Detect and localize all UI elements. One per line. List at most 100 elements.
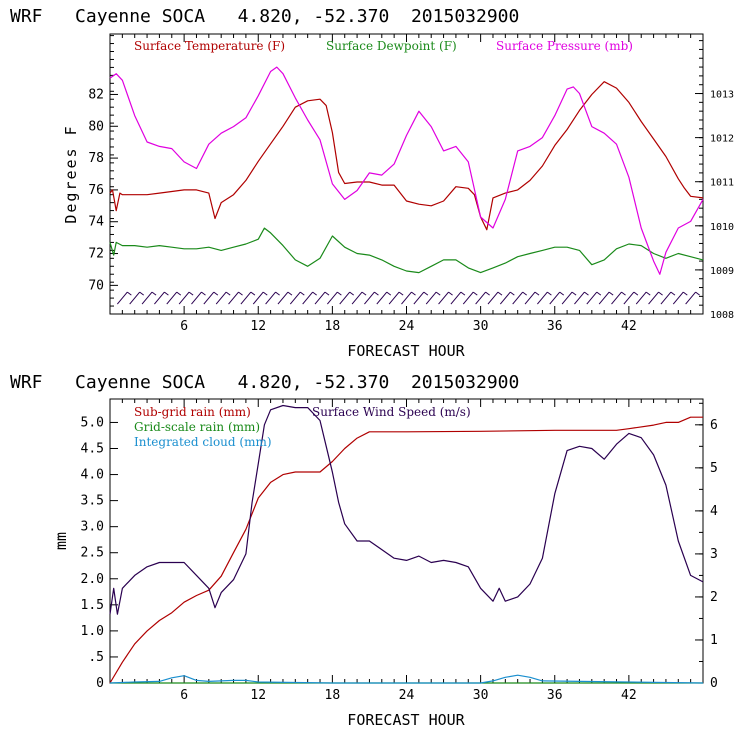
wind-barb-flag xyxy=(497,291,503,296)
bottom-series-group xyxy=(109,404,704,684)
y2-tick-label: 1 xyxy=(710,633,718,648)
legend-surface-dewpoint: Surface Dewpoint (F) xyxy=(326,39,457,53)
wind-barb-flag xyxy=(621,291,626,296)
wind-barb-flag xyxy=(596,291,602,296)
y2-tick-label: 1012 xyxy=(710,134,734,145)
wind-barb xyxy=(191,291,202,305)
wind-barb xyxy=(623,291,635,305)
x-tick-label: 30 xyxy=(473,319,489,334)
wind-barb-flag xyxy=(337,291,342,296)
y-tick-label: 4.0 xyxy=(81,468,104,483)
y-tick-label: 2.5 xyxy=(81,546,104,561)
wind-barb xyxy=(487,291,499,305)
wind-barb-flag xyxy=(151,291,157,296)
top-chart-title: WRF Cayenne SOCA 4.820, -52.370 20150329… xyxy=(10,6,519,27)
wind-barb xyxy=(302,291,314,305)
y2-tick-label: 2 xyxy=(710,590,718,605)
legend-integrated-cloud: Integrated cloud (mm) xyxy=(134,435,272,449)
wind-barb xyxy=(265,291,276,305)
wind-barb-flag xyxy=(559,291,565,296)
x-tick-label: 12 xyxy=(250,688,266,703)
y-tick-label: 80 xyxy=(88,119,104,134)
wind-barb xyxy=(314,291,326,305)
wind-barb xyxy=(364,291,375,305)
wind-barb-flag xyxy=(300,291,305,296)
wind-barb-flag xyxy=(633,291,639,296)
x-tick-label: 18 xyxy=(325,319,341,334)
wind-barb-flag xyxy=(645,291,651,296)
wind-barb-flag xyxy=(127,291,132,296)
y-tick-label: 3.0 xyxy=(81,520,104,535)
wind-barb-flag xyxy=(225,291,231,296)
top-plot-frame xyxy=(109,33,704,315)
wind-barb xyxy=(685,291,697,305)
wind-barb-flag xyxy=(670,291,676,296)
bottom-y-axis-label: mm xyxy=(52,532,70,550)
wind-barb-flag xyxy=(460,291,466,296)
legend-grid-scale-rain: Grid-scale rain (mm) xyxy=(134,420,260,434)
wind-barb xyxy=(277,291,289,305)
wind-barb-flag xyxy=(398,291,404,296)
wind-barb xyxy=(252,291,264,305)
wind-barb xyxy=(537,291,548,305)
wind-barbs xyxy=(116,291,700,305)
wind-barb-flag xyxy=(522,291,527,296)
wind-barb-flag xyxy=(201,291,206,296)
bottom-chart-title: WRF Cayenne SOCA 4.820, -52.370 20150329… xyxy=(10,372,519,393)
x-tick-label: 36 xyxy=(547,319,563,334)
y2-tick-label: 1013 xyxy=(710,90,734,101)
wind-barb xyxy=(388,291,400,305)
y-tick-label: 3.5 xyxy=(81,494,104,509)
surface-wind-speed-line xyxy=(109,404,704,615)
wind-barb-flag xyxy=(361,291,367,296)
bottom-x-axis-label: FORECAST HOUR xyxy=(347,711,465,729)
x-tick-label: 6 xyxy=(180,688,188,703)
wind-barb-flag xyxy=(213,291,219,296)
wind-barb xyxy=(326,291,338,305)
top-ticks: 6 12 18 24 30 36 42 70 72 74 76 78 80 82 1008 1009 1010 1… xyxy=(88,34,734,334)
wind-barb-flag xyxy=(435,291,441,296)
top-y-axis-label: Degrees F xyxy=(62,124,80,223)
wind-barb xyxy=(339,291,351,305)
wind-barb xyxy=(166,291,178,305)
x-tick-label: 42 xyxy=(621,688,637,703)
wind-barb-flag xyxy=(547,291,552,296)
wind-barb-flag xyxy=(584,291,589,296)
wind-barb-flag xyxy=(448,291,453,296)
top-x-axis-label: FORECAST HOUR xyxy=(347,342,465,360)
sub-grid-rain-line xyxy=(109,416,703,684)
wind-barb-flag xyxy=(324,291,330,296)
y2-tick-label: 1008 xyxy=(710,310,734,321)
wind-barb xyxy=(586,291,598,305)
wind-barb xyxy=(660,291,672,305)
y2-tick-label: 1009 xyxy=(710,266,734,277)
wind-barb-flag xyxy=(250,291,256,296)
wind-barb xyxy=(425,291,437,305)
wind-barb-flag xyxy=(238,291,243,296)
y2-tick-label: 0 xyxy=(710,676,718,691)
y-tick-label: 1.5 xyxy=(81,598,104,613)
wind-barb-flag xyxy=(534,291,540,296)
wind-barb-flag xyxy=(386,291,392,296)
y2-tick-label: 6 xyxy=(710,418,718,433)
wind-barb-flag xyxy=(374,291,379,296)
wind-barb xyxy=(549,291,561,305)
wind-barb xyxy=(215,291,227,305)
wind-barb-flag xyxy=(472,291,478,296)
y-tick-label: 72 xyxy=(88,247,104,262)
integrated-cloud-line xyxy=(109,674,704,684)
wind-barb xyxy=(401,291,412,305)
wind-barb-flag xyxy=(287,291,293,296)
wind-barb-flag xyxy=(349,291,355,296)
wind-barb xyxy=(141,291,153,305)
wind-barb-flag xyxy=(411,291,416,296)
legend-surface-wind-speed: Surface Wind Speed (m/s) xyxy=(312,405,471,419)
y-tick-label: 74 xyxy=(88,215,104,230)
y-tick-label: 78 xyxy=(88,151,104,166)
wind-barb xyxy=(289,291,301,305)
y2-tick-label: 1011 xyxy=(710,178,734,189)
y-tick-label: 0 xyxy=(96,676,104,691)
wind-barb xyxy=(228,291,239,305)
y2-tick-label: 4 xyxy=(710,504,718,519)
wind-barb xyxy=(154,291,165,305)
